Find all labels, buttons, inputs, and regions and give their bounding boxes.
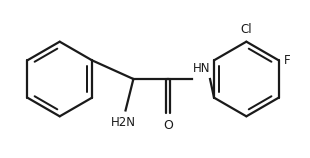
Text: H2N: H2N — [111, 116, 136, 129]
Text: Cl: Cl — [241, 23, 252, 36]
Text: HN: HN — [193, 62, 211, 75]
Text: F: F — [284, 54, 290, 67]
Text: O: O — [163, 119, 173, 132]
